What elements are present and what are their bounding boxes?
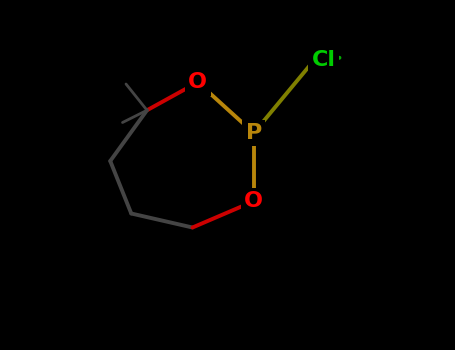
Text: Cl: Cl [312,49,336,70]
Text: O: O [188,72,207,92]
Text: O: O [244,191,263,211]
Text: P: P [246,123,262,143]
